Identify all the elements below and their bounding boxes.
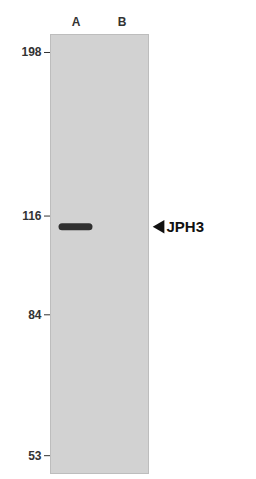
svg-text:JPH3: JPH3 [167,218,205,235]
svg-text:198: 198 [21,45,41,59]
svg-text:A: A [72,15,81,29]
svg-text:116: 116 [22,209,42,223]
svg-text:53: 53 [28,449,42,463]
svg-text:84: 84 [28,308,42,322]
svg-text:B: B [118,15,127,29]
